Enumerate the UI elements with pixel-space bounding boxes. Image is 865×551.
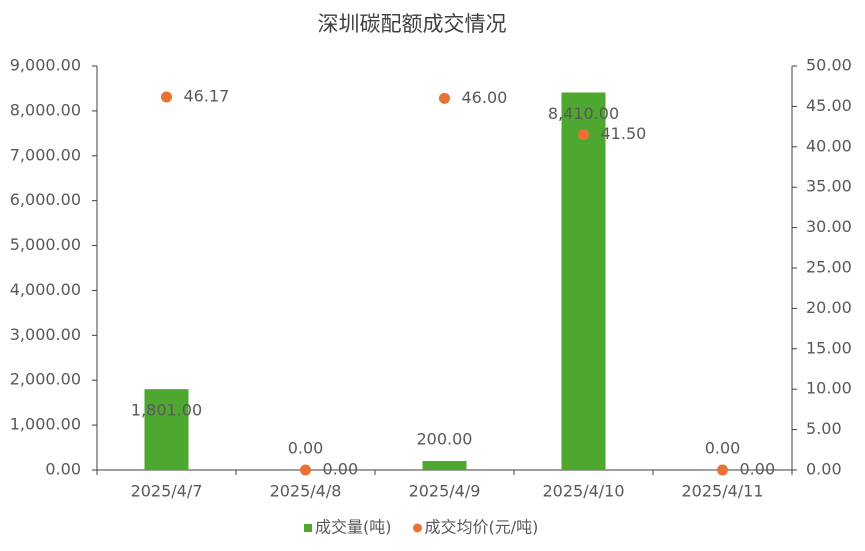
data-label: 41.50 bbox=[601, 124, 647, 143]
point bbox=[439, 92, 450, 104]
data-label: 200.00 bbox=[417, 430, 473, 449]
point bbox=[578, 129, 589, 141]
y2-tick-label: 10.00 bbox=[806, 379, 852, 398]
y2-tick-label: 30.00 bbox=[806, 217, 852, 236]
y2-tick-label: 45.00 bbox=[806, 96, 852, 115]
point bbox=[161, 91, 172, 103]
data-label: 0.00 bbox=[740, 460, 776, 479]
legend-marker bbox=[304, 524, 312, 532]
bar bbox=[144, 389, 189, 470]
bar bbox=[422, 461, 467, 470]
data-label: 46.17 bbox=[184, 86, 230, 105]
x-tick-label: 2025/4/7 bbox=[131, 482, 203, 501]
y-tick-label: 4,000.00 bbox=[10, 280, 81, 299]
legend-marker bbox=[413, 523, 422, 533]
x-tick-label: 2025/4/11 bbox=[681, 482, 763, 501]
y-tick-label: 0.00 bbox=[45, 460, 81, 479]
data-label: 0.00 bbox=[288, 439, 324, 458]
data-label: 1,801.00 bbox=[131, 401, 202, 420]
y2-tick-label: 15.00 bbox=[806, 338, 852, 357]
y-tick-label: 5,000.00 bbox=[10, 235, 81, 254]
point bbox=[300, 464, 311, 476]
data-label: 0.00 bbox=[323, 460, 359, 479]
y2-tick-label: 40.00 bbox=[806, 136, 852, 155]
y2-tick-label: 0.00 bbox=[806, 460, 842, 479]
y-tick-label: 6,000.00 bbox=[10, 190, 81, 209]
data-label: 8,410.00 bbox=[548, 104, 619, 123]
y2-tick-label: 25.00 bbox=[806, 258, 852, 277]
y-tick-label: 7,000.00 bbox=[10, 145, 81, 164]
y2-tick-label: 50.00 bbox=[806, 56, 852, 75]
y-tick-label: 3,000.00 bbox=[10, 325, 81, 344]
chart-title: 深圳碳配额成交情况 bbox=[318, 12, 507, 36]
y2-tick-label: 5.00 bbox=[806, 419, 842, 438]
data-label: 46.00 bbox=[462, 88, 508, 107]
y-tick-label: 9,000.00 bbox=[10, 56, 81, 75]
y-tick-label: 8,000.00 bbox=[10, 100, 81, 119]
legend-label: 成交均价(元/吨) bbox=[425, 518, 539, 537]
data-label: 0.00 bbox=[705, 439, 741, 458]
x-tick-label: 2025/4/10 bbox=[542, 482, 624, 501]
x-tick-label: 2025/4/9 bbox=[409, 482, 481, 501]
y-tick-label: 2,000.00 bbox=[10, 370, 81, 389]
y2-tick-label: 35.00 bbox=[806, 177, 852, 196]
point bbox=[717, 464, 728, 476]
bar bbox=[561, 92, 606, 471]
y-tick-label: 1,000.00 bbox=[10, 415, 81, 434]
y2-tick-label: 20.00 bbox=[806, 298, 852, 317]
x-tick-label: 2025/4/8 bbox=[270, 482, 342, 501]
legend-label: 成交量(吨) bbox=[315, 518, 392, 537]
